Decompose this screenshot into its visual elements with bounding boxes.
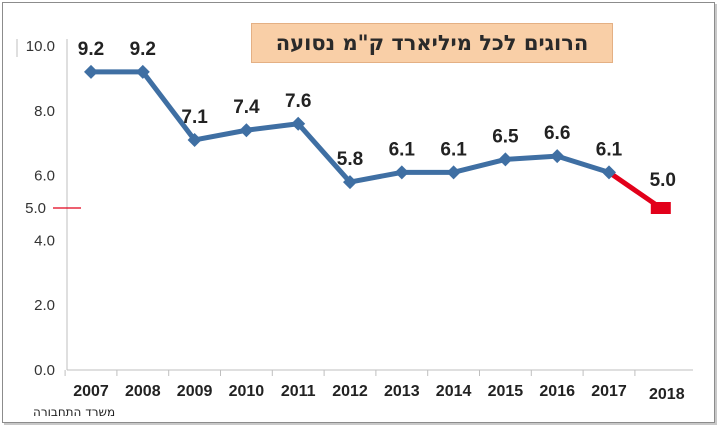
y-tick-label: 0.0: [34, 362, 55, 379]
x-tick-label: 2012: [332, 383, 368, 400]
data-point-marker: [498, 152, 513, 167]
chart-title: הרוגים לכל מיליארד ק"מ נסועה: [251, 23, 613, 63]
x-tick-label: 2011: [281, 383, 316, 400]
data-point-marker: [187, 132, 202, 147]
data-point-marker: [291, 116, 306, 131]
data-label: 6.5: [492, 126, 519, 147]
data-point-marker: [84, 64, 98, 79]
x-tick-label: 2008: [125, 383, 161, 400]
highlight-y-label: 5.0: [25, 200, 46, 217]
y-tick-label: 10.0: [26, 38, 55, 55]
x-tick-label: 2013: [384, 383, 420, 400]
x-tick-label: 2017: [591, 383, 627, 400]
y-tick-label: 4.0: [34, 232, 55, 249]
data-label: 6.1: [389, 139, 416, 160]
data-label: 5.8: [337, 149, 363, 170]
x-tick-label: 2018: [649, 386, 685, 403]
data-label: 6.1: [440, 139, 467, 160]
data-point-marker: [602, 165, 616, 180]
data-label: 7.1: [181, 107, 208, 128]
x-tick-label: 2009: [177, 383, 213, 400]
data-point-marker: [394, 165, 409, 180]
data-label: 7.4: [233, 97, 260, 118]
data-label: 6.1: [596, 139, 623, 160]
data-label-highlight: 5.0: [650, 170, 676, 191]
line-chart: 0.0 2.0 4.0 6.0 8.0 10.0 2007 2008 2009 2010 2011 2…: [16, 38, 693, 403]
y-tick-label: 8.0: [34, 103, 55, 120]
y-tick-label: 2.0: [34, 297, 55, 314]
data-point-marker: [550, 149, 565, 164]
source-credit: משרד התחבורה: [33, 405, 116, 419]
x-tick-label: 2016: [539, 383, 575, 400]
data-point-marker: [239, 123, 254, 138]
data-label: 7.6: [285, 91, 311, 112]
data-point-marker: [343, 175, 357, 190]
data-label: 9.2: [78, 39, 104, 60]
x-tick-label: 2015: [488, 383, 524, 400]
data-point-marker-highlight: [650, 202, 671, 214]
data-label: 6.6: [544, 123, 570, 144]
data-label: 9.2: [130, 39, 156, 60]
x-tick-label: 2007: [73, 383, 109, 400]
x-tick-label: 2014: [436, 383, 472, 400]
data-point-marker: [446, 165, 461, 180]
data-point-marker: [135, 64, 150, 79]
y-tick-label: 6.0: [34, 168, 55, 185]
x-tick-label: 2010: [229, 383, 265, 400]
